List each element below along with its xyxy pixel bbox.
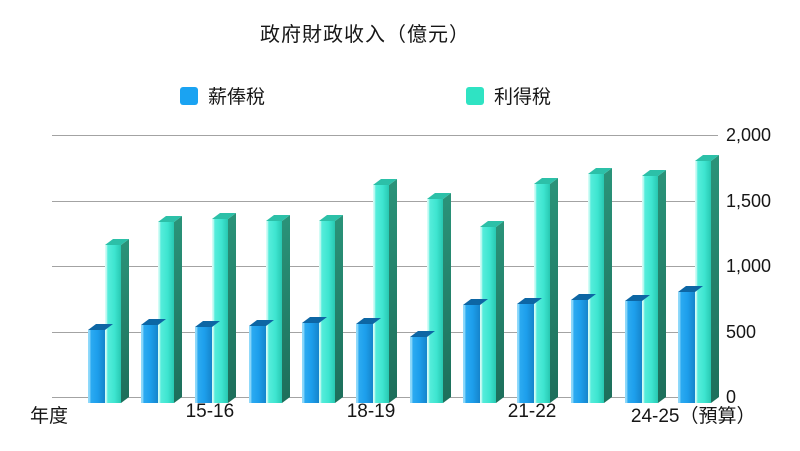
bar-salaries-tax	[356, 318, 381, 403]
bar-profits-tax	[319, 214, 344, 403]
bar-profits-tax	[373, 178, 397, 403]
bar-salaries-tax	[624, 295, 650, 403]
bar-salaries-tax	[409, 330, 435, 403]
bar-salaries-tax-front-face	[463, 304, 481, 403]
x-tick-label: 24-25（預算）	[630, 406, 756, 427]
y-tick-label: 0	[726, 387, 737, 407]
bar-salaries-tax	[570, 293, 596, 403]
bar-profits-tax-side-face	[120, 239, 129, 403]
bar-profits-tax	[265, 214, 290, 403]
bar-profits-tax-side-face	[281, 214, 290, 403]
bar-salaries-tax	[302, 317, 328, 403]
bar-salaries-tax-front-face	[570, 299, 588, 403]
bar-profits-tax	[641, 170, 666, 403]
bar-salaries-tax	[87, 324, 113, 403]
legend-label-salaries-tax: 薪俸稅	[208, 87, 266, 108]
y-tick-label: 2,000	[726, 125, 772, 145]
bar-profits-tax-side-face	[711, 155, 720, 403]
legend-label-profits-tax: 利得稅	[494, 87, 552, 108]
bar-salaries-tax	[517, 297, 543, 403]
bar-profits-tax-front-face	[426, 198, 443, 403]
bar-profits-tax-side-face	[657, 170, 666, 403]
y-tick-label: 500	[726, 321, 757, 342]
bar-profits-tax-side-face	[442, 192, 451, 403]
bar-profits-tax-side-face	[389, 178, 397, 403]
bar-profits-tax	[426, 192, 451, 403]
chart-title: 政府財政收入（億元）	[260, 24, 470, 46]
bar-salaries-tax-front-face	[141, 325, 159, 403]
bar-profits-tax-front-face	[158, 222, 175, 403]
bar-salaries-tax-front-face	[87, 330, 105, 403]
bar-profits-tax-side-face	[603, 168, 612, 403]
legend-swatch-profits-tax-icon	[466, 86, 484, 105]
x-tick-label: 21-22	[507, 401, 557, 422]
bar-salaries-tax-front-face	[356, 324, 373, 403]
bar-salaries-tax	[141, 319, 167, 403]
bar-salaries-tax	[678, 285, 704, 403]
bar-salaries-tax-front-face	[678, 291, 696, 403]
legend-item-profits-tax: 利得稅	[466, 82, 551, 109]
bar-profits-tax-front-face	[641, 176, 658, 403]
bar-profits-tax	[695, 155, 720, 403]
bar-profits-tax-front-face	[211, 218, 228, 403]
bar-salaries-tax	[194, 321, 220, 403]
grid-line	[52, 135, 718, 136]
bar-profits-tax-front-face	[319, 220, 336, 403]
bar-profits-tax-side-face	[174, 216, 183, 403]
legend-swatch-salaries-tax-icon	[180, 86, 198, 105]
bar-profits-tax-front-face	[695, 161, 712, 403]
y-tick-label: 1,500	[726, 190, 772, 211]
bar-profits-tax	[158, 216, 183, 403]
bar-salaries-tax-front-face	[517, 303, 535, 403]
legend-item-salaries-tax: 薪俸稅	[180, 82, 265, 109]
bar-salaries-tax-front-face	[302, 323, 320, 403]
bar-profits-tax	[534, 178, 559, 403]
bar-profits-tax-front-face	[587, 174, 604, 403]
bar-salaries-tax	[463, 298, 489, 403]
bar-profits-tax-front-face	[373, 184, 389, 403]
bar-salaries-tax	[248, 319, 274, 403]
bar-profits-tax-side-face	[550, 178, 559, 403]
x-tick-label: 18-19	[346, 401, 396, 422]
bar-profits-tax-side-face	[335, 214, 344, 403]
x-axis-title: 年度	[30, 406, 69, 427]
y-tick-label: 1,000	[726, 256, 772, 276]
x-tick-label: 15-16	[185, 401, 235, 422]
bar-profits-tax	[480, 220, 505, 403]
bar-profits-tax-front-face	[480, 226, 497, 403]
bar-profits-tax	[587, 168, 612, 403]
bar-salaries-tax-front-face	[248, 325, 266, 403]
bar-salaries-tax-front-face	[409, 336, 427, 403]
bar-profits-tax-front-face	[534, 184, 551, 403]
bar-profits-tax	[104, 239, 129, 403]
bar-profits-tax	[211, 212, 236, 403]
bar-profits-tax-front-face	[265, 220, 282, 403]
bar-salaries-tax-front-face	[194, 327, 212, 403]
bar-profits-tax-front-face	[104, 245, 121, 403]
bar-profits-tax-side-face	[496, 220, 505, 403]
bar-profits-tax-side-face	[227, 212, 236, 403]
bar-salaries-tax-front-face	[624, 301, 642, 403]
